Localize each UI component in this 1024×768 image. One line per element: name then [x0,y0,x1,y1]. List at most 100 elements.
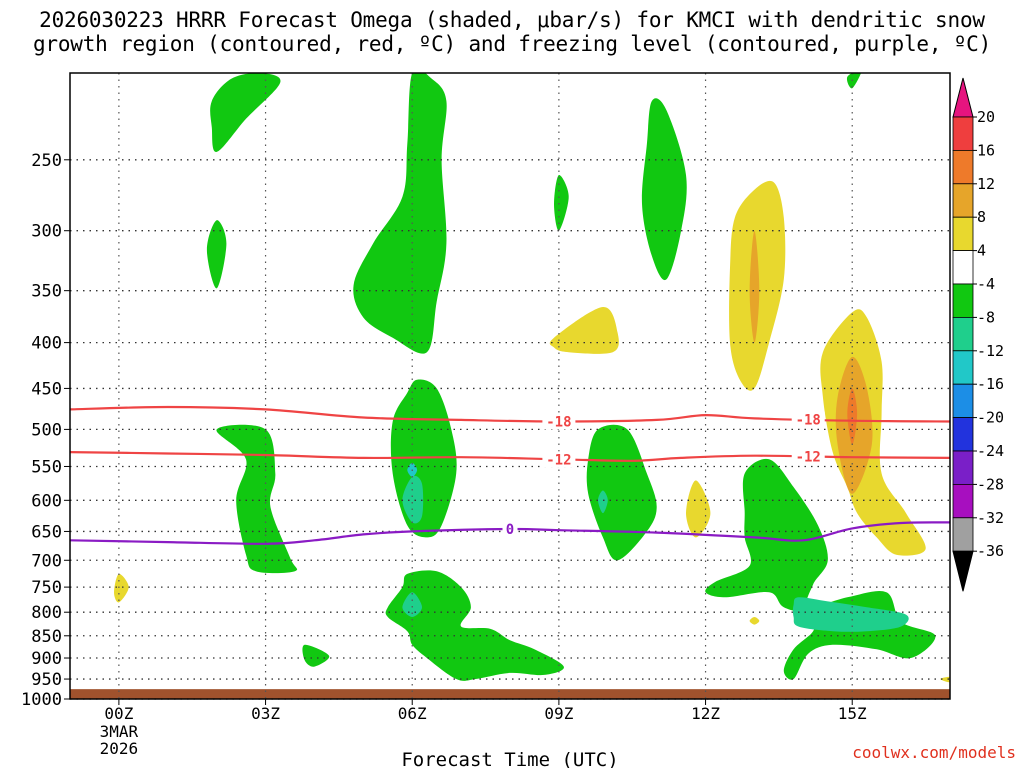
omega-region-8 [586,424,657,561]
omega-region-18 [549,306,619,354]
y-tick-label-800: 800 [31,603,62,623]
omega-region-14 [402,592,422,617]
omega-region-3 [554,174,569,231]
y-tick-label-500: 500 [31,420,62,440]
contour-label-bg-0-0 [502,521,518,538]
x-tick-label-09Z: 09Z [544,704,573,723]
omega-region-15 [792,597,909,632]
omega-region-10 [385,570,564,681]
omega-region-0 [210,73,281,152]
contour-label-bg--18-0 [542,413,576,430]
omega-region-13 [598,490,608,514]
omega-region-1 [206,220,227,289]
colorbar-segment-4 [952,250,974,285]
omega-shaded-regions [114,73,950,683]
y-tick-label-550: 550 [31,457,62,477]
colorbar-tick-label-2: 12 [977,175,995,193]
omega-region-12 [402,475,424,524]
colorbar-tick-label-12: -32 [977,509,1004,527]
colorbar-segment-9 [952,417,974,452]
date-label-1: 2026 [100,739,139,758]
omega-region-5 [846,73,862,89]
x-tick-label-00Z: 00Z [104,704,133,723]
colorbar-segment-8 [952,383,974,419]
x-tick-label-06Z: 06Z [398,704,427,723]
contour-label--12-1: -12 [796,450,821,466]
contour-line-0 [70,521,950,545]
date-label-0: 3MAR [100,722,139,741]
y-tick-label-400: 400 [31,334,62,354]
omega-region-2 [353,73,447,354]
colorbar: 20 16 12 8 4 -4 -8 -12 -16 -20 -24 -28 -32 -36 [952,77,1004,592]
credit-link[interactable]: coolwx.com/models [852,743,1016,762]
omega-region-9 [705,458,936,680]
contour-label-bg--18-1 [791,411,825,428]
colorbar-segment-2 [952,183,974,218]
omega-region-21 [114,573,129,603]
y-tick-label-850: 850 [31,627,62,647]
ground-layer [70,689,950,699]
y-tick-label-300: 300 [31,222,62,242]
omega-region-19 [820,309,926,556]
grid-lines [70,73,950,700]
colorbar-segment-12 [952,517,974,552]
y-tick-label-700: 700 [31,551,62,571]
y-tick-label-250: 250 [31,151,62,171]
ground-surface [70,689,950,699]
colorbar-segment-6 [952,316,974,352]
y-tick-label-900: 900 [31,649,62,669]
colorbar-tick-label-4: 4 [977,242,986,260]
colorbar-segment-7 [952,350,974,385]
x-tick-label-03Z: 03Z [251,704,280,723]
colorbar-tick-label-5: -4 [977,275,995,293]
temperature-contours: -18 -18 -12 -12 0 [70,405,950,545]
colorbar-segment-1 [952,149,974,185]
omega-region-11 [302,644,330,667]
contour-label-bg--12-1 [791,448,825,465]
colorbar-tick-label-9: -20 [977,409,1004,427]
y-axis: 2503003504004505005506006507007508008509… [21,151,70,710]
y-tick-label-950: 950 [31,670,62,690]
contour-label--18-0: -18 [546,415,571,431]
omega-region-24 [847,388,858,445]
y-tick-label-350: 350 [31,282,62,302]
y-tick-label-750: 750 [31,578,62,598]
colorbar-top-arrow [952,77,974,118]
omega-region-25 [940,676,950,683]
x-tick-label-12Z: 12Z [691,704,720,723]
x-axis-label: Forecast Time (UTC) [401,749,618,768]
colorbar-bottom-arrow [952,550,974,592]
y-tick-label-650: 650 [31,522,62,542]
colorbar-tick-label-0: 20 [977,108,995,126]
colorbar-segment-10 [952,450,974,485]
contour-label-0-0: 0 [506,522,514,538]
colorbar-tick-label-3: 8 [977,208,986,226]
y-tick-label-1000: 1000 [21,690,62,710]
colorbar-tick-label-10: -24 [977,442,1004,460]
colorbar-tick-label-11: -28 [977,475,1004,493]
omega-region-20 [686,480,711,538]
colorbar-segment-3 [952,216,974,251]
omega-region-7 [216,424,298,574]
omega-region-4 [641,98,687,281]
chart-title-line-1: 2026030223 HRRR Forecast Omega (shaded, … [39,8,985,32]
colorbar-segment-5 [952,283,974,318]
y-tick-label-600: 600 [31,491,62,511]
contour-label--18-1: -18 [796,413,821,429]
colorbar-tick-label-1: 16 [977,141,995,159]
omega-region-26 [749,617,760,625]
chart-title-line-2: growth region (contoured, red, ºC) and f… [32,32,992,56]
contour-label-bg--12-0 [542,451,576,468]
y-tick-label-450: 450 [31,379,62,399]
colorbar-tick-label-7: -12 [977,342,1004,360]
colorbar-segment-0 [952,116,974,151]
colorbar-tick-label-13: -36 [977,542,1004,560]
omega-region-22 [749,230,760,343]
colorbar-tick-label-6: -8 [977,308,995,326]
colorbar-segment-11 [952,483,974,519]
contour-label--12-0: -12 [546,452,571,468]
colorbar-tick-label-8: -16 [977,375,1004,393]
x-tick-label-15Z: 15Z [838,704,867,723]
